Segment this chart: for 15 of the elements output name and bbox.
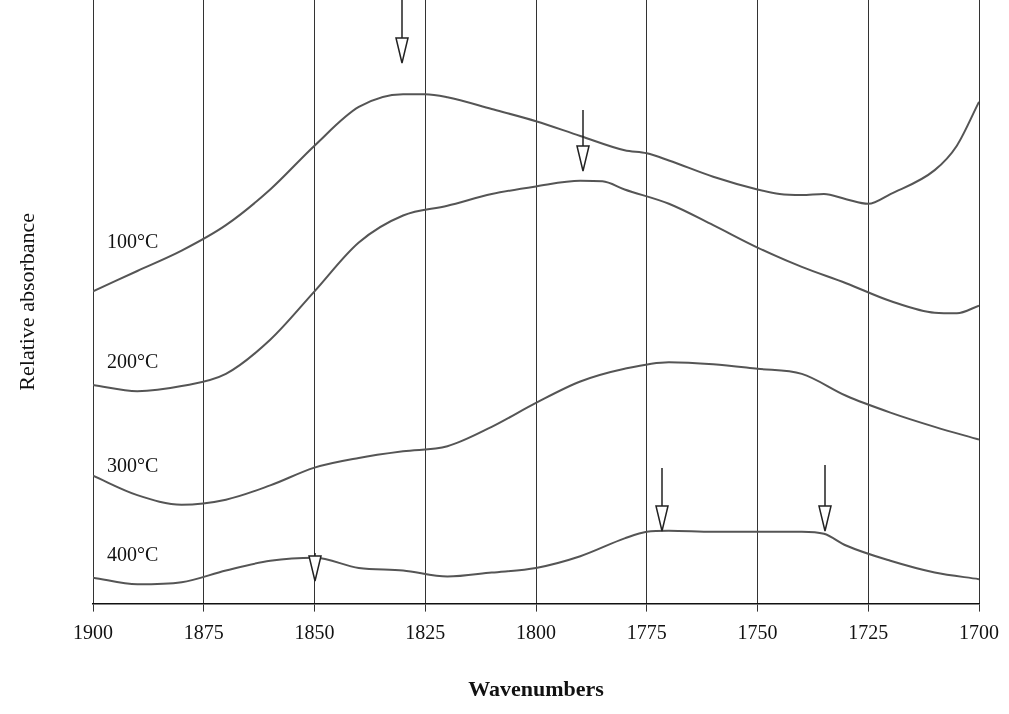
y-axis-title: Relative absorbance: [13, 212, 39, 391]
series-label: 200°C: [107, 350, 159, 373]
x-tick-label: 1875: [183, 620, 224, 643]
x-tick-label: 1775: [626, 620, 667, 643]
x-tick-label: 1700: [959, 620, 999, 643]
x-tick-label: 1850: [294, 620, 335, 643]
series-label: 100°C: [107, 230, 159, 253]
x-tick-label: 1825: [405, 620, 446, 643]
series-label: 300°C: [107, 454, 159, 477]
x-tick-label: 1800: [516, 620, 556, 643]
x-tick-label: 1725: [848, 620, 889, 643]
x-tick-label: 1900: [73, 620, 113, 643]
x-axis-title: Wavenumbers: [468, 676, 605, 702]
x-tick-label: 1750: [737, 620, 778, 643]
series-label: 400°C: [107, 543, 159, 566]
